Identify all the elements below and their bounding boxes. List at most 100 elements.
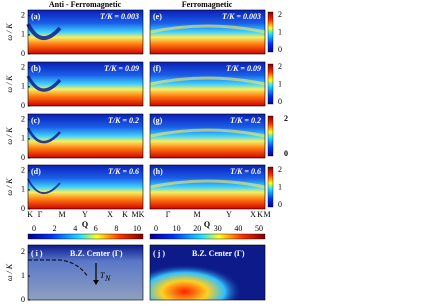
- y-tick-label: 0: [21, 49, 25, 58]
- colorbar-tick-label: 0: [154, 224, 158, 233]
- panel-label: (f): [153, 64, 161, 73]
- panel-title: B.Z. Center (Γ): [70, 249, 123, 258]
- y-tick-label: 0: [21, 153, 25, 162]
- colorbar-tick-label: 1: [278, 182, 282, 191]
- colorbar-tick-label: 2: [284, 114, 288, 123]
- y-tick-label: 2: [21, 63, 25, 72]
- heatmap: [28, 245, 143, 300]
- dispersion-dip: [26, 75, 62, 92]
- column-header: Ferromagnetic: [182, 0, 233, 9]
- x-axis-label: Q: [204, 220, 210, 229]
- y-tick-label: 2: [21, 11, 25, 20]
- y-tick-label: 2: [21, 115, 25, 124]
- side-colorbar: [267, 115, 274, 157]
- temperature-label: T/K = 0.09: [104, 64, 139, 73]
- annotation: T: [100, 271, 105, 280]
- y-tick-label: 0: [21, 101, 25, 110]
- x-tick-label: Y: [82, 210, 88, 219]
- panel-frame: [27, 113, 144, 159]
- colorbar-tick-label: 0: [32, 224, 36, 233]
- colorbar-tick-label: 2: [53, 224, 57, 233]
- x-axis-label: Q: [82, 220, 88, 229]
- panel-frame: [149, 9, 266, 55]
- transition-curve: [28, 259, 89, 278]
- x-tick-label: M: [263, 210, 270, 219]
- dispersion-band: [149, 76, 266, 86]
- y-axis-label: ω / K: [5, 75, 14, 93]
- panel-label: (a): [31, 12, 41, 21]
- panel-label: ( i ): [31, 249, 43, 258]
- y-tick-label: 2: [21, 247, 25, 256]
- arrow-head: [93, 280, 99, 285]
- colorbar-tick-label: 0: [278, 97, 282, 106]
- panel-frame: [27, 61, 144, 107]
- dispersion-dip: [26, 127, 61, 144]
- heatmap: [28, 62, 143, 106]
- panel-label: (g): [153, 116, 163, 125]
- colorbar-tick-label: 4: [73, 224, 77, 233]
- y-axis-label: ω / K: [5, 23, 14, 41]
- annotation-sub: N: [104, 274, 111, 283]
- heatmap: [150, 62, 265, 106]
- panel-label: (h): [153, 167, 163, 176]
- x-tick-label: K: [257, 210, 263, 219]
- side-colorbar: [267, 63, 274, 105]
- x-tick-label: Γ: [38, 210, 43, 219]
- temperature-label: T/K = 0.2: [108, 116, 139, 125]
- side-colorbar: [267, 11, 274, 53]
- y-axis-label: ω / K: [5, 127, 14, 145]
- x-tick-label: M: [58, 210, 65, 219]
- temperature-label: T/K = 0.003: [100, 12, 139, 21]
- x-tick-label: Y: [226, 210, 232, 219]
- colorbar-tick-label: 0: [284, 149, 288, 158]
- heatmap: [150, 10, 265, 54]
- y-axis-label: ω / K: [5, 178, 14, 196]
- dispersion-band: [149, 179, 266, 189]
- heatmap: [28, 114, 143, 158]
- colorbar: [27, 233, 144, 240]
- panel-label: (d): [31, 167, 41, 176]
- heatmap: [150, 165, 265, 209]
- colorbar-tick-label: 2: [278, 165, 282, 174]
- y-tick-label: 0: [21, 295, 25, 304]
- x-tick-label: MK: [132, 210, 145, 219]
- x-tick-label: M: [193, 210, 200, 219]
- dispersion-dip: [27, 178, 61, 194]
- y-tick-label: 1: [21, 185, 25, 194]
- y-tick-label: 1: [21, 30, 25, 39]
- column-header: Anti - Ferromagnetic: [49, 0, 122, 9]
- y-tick-label: 2: [21, 166, 25, 175]
- panel-label: (b): [31, 64, 41, 73]
- x-tick-label: X: [250, 210, 256, 219]
- heatmap: [150, 114, 265, 158]
- x-tick-label: K: [122, 210, 128, 219]
- temperature-label: T/K = 0.2: [230, 116, 261, 125]
- heatmap: [28, 10, 143, 54]
- colorbar-tick-label: 20: [193, 224, 201, 233]
- x-tick-label: X: [107, 210, 113, 219]
- panel-label: ( j ): [153, 249, 165, 258]
- colorbar-tick-label: 6: [94, 224, 98, 233]
- colorbar-tick-label: 1: [278, 79, 282, 88]
- panel-frame: [149, 61, 266, 107]
- panel-frame: [149, 244, 266, 301]
- panel-label: (e): [153, 12, 162, 21]
- panel-frame: [27, 164, 144, 210]
- panel-frame: [149, 164, 266, 210]
- panel-label: (c): [31, 116, 40, 125]
- temperature-label: T/K = 0.003: [222, 12, 261, 21]
- colorbar-tick-label: 2: [278, 10, 282, 19]
- colorbar-tick-label: 50: [255, 224, 263, 233]
- panel-title: B.Z. Center (Γ): [192, 249, 245, 258]
- colorbar-tick-label: 1: [278, 27, 282, 36]
- colorbar-tick-label: 2: [278, 62, 282, 71]
- dispersion-dip: [26, 23, 62, 40]
- temperature-label: T/K = 0.09: [226, 64, 261, 73]
- colorbar-tick-label: 40: [234, 224, 242, 233]
- colorbar-tick-label: 30: [214, 224, 222, 233]
- heatmap: [28, 165, 143, 209]
- y-tick-label: 1: [21, 134, 25, 143]
- dispersion-band: [149, 24, 266, 34]
- colorbar-tick-label: 10: [133, 224, 141, 233]
